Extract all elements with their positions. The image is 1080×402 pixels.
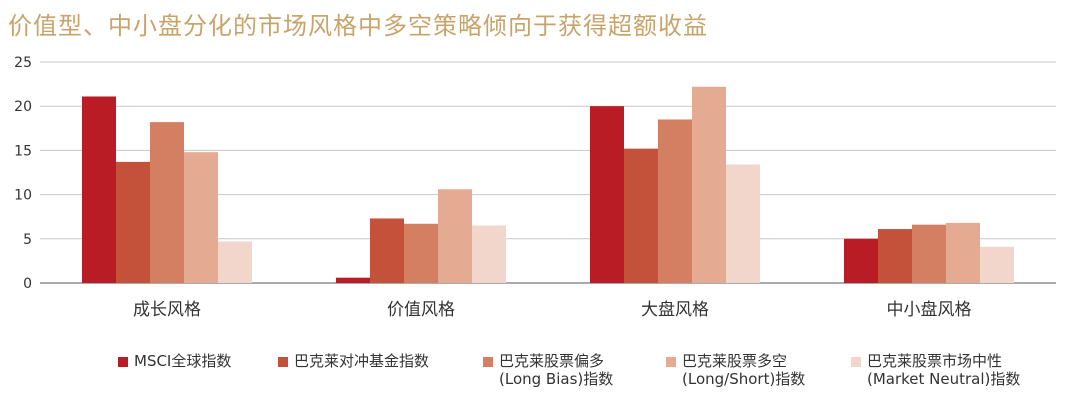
bar-1-2 [404,223,438,283]
legend-swatch-market-neutral [851,357,861,367]
legend-swatch-hedge-fund [278,357,288,367]
y-tick-label-15: 15 [14,143,32,159]
bar-0-0 [82,96,116,283]
bar-2-0 [590,106,624,283]
x-tick-label-0: 成长风格 [133,300,201,320]
chart-title: 价值型、中小盘分化的市场风格中多空策略倾向于获得超额收益 [8,12,708,40]
axis-layer: 0 5 10 15 20 25 成长风格 价值风格 大盘风格 中小盘风格 [14,55,971,320]
legend-item-long-bias: 巴克莱股票偏多 (Long Bias)指数 [483,352,613,388]
x-tick-label-3: 中小盘风格 [887,300,972,320]
bar-0-3 [184,152,218,283]
bar-0-2 [150,122,184,283]
bar-1-0 [336,277,370,283]
bar-3-3 [946,222,980,283]
y-tick-label-10: 10 [14,188,32,204]
legend-item-msci: MSCI全球指数 [118,352,231,370]
bar-1-1 [370,218,404,283]
bar-1-3 [438,189,472,283]
legend-label-hedge-fund: 巴克莱对冲基金指数 [294,352,430,370]
bars-layer [82,86,1014,284]
bar-0-4 [218,241,252,283]
bar-2-4 [726,164,760,283]
legend-swatch-long-short [666,357,676,367]
y-tick-label-0: 0 [23,276,32,292]
legend-swatch-long-bias [483,357,493,367]
bar-3-2 [912,224,946,283]
bar-2-2 [658,119,692,284]
y-tick-label-5: 5 [23,232,32,248]
legend-item-long-short: 巴克莱股票多空 (Long/Short)指数 [666,352,805,388]
legend-item-market-neutral: 巴克莱股票市场中性 (Market Neutral)指数 [851,352,1020,388]
bar-3-0 [844,238,878,283]
legend-label-msci: MSCI全球指数 [134,352,232,370]
bar-0-1 [116,161,150,283]
bar-3-4 [980,246,1014,283]
legend: MSCI全球指数 巴克莱对冲基金指数 巴克莱股票偏多 (Long Bias)指数… [118,352,1058,402]
legend-label-long-short: 巴克莱股票多空 (Long/Short)指数 [682,352,806,388]
y-tick-label-20: 20 [14,99,32,115]
legend-item-hedge-fund: 巴克莱对冲基金指数 [278,352,429,370]
legend-label-long-bias: 巴克莱股票偏多 (Long Bias)指数 [499,352,614,388]
x-tick-label-2: 大盘风格 [641,300,709,320]
bar-2-3 [692,86,726,283]
y-tick-label-25: 25 [14,55,32,71]
bar-3-1 [878,229,912,283]
legend-swatch-msci [118,357,128,367]
bar-1-4 [472,225,506,283]
legend-label-market-neutral: 巴克莱股票市场中性 (Market Neutral)指数 [867,352,1021,388]
bar-2-1 [624,148,658,283]
x-tick-label-1: 价值风格 [387,300,455,320]
